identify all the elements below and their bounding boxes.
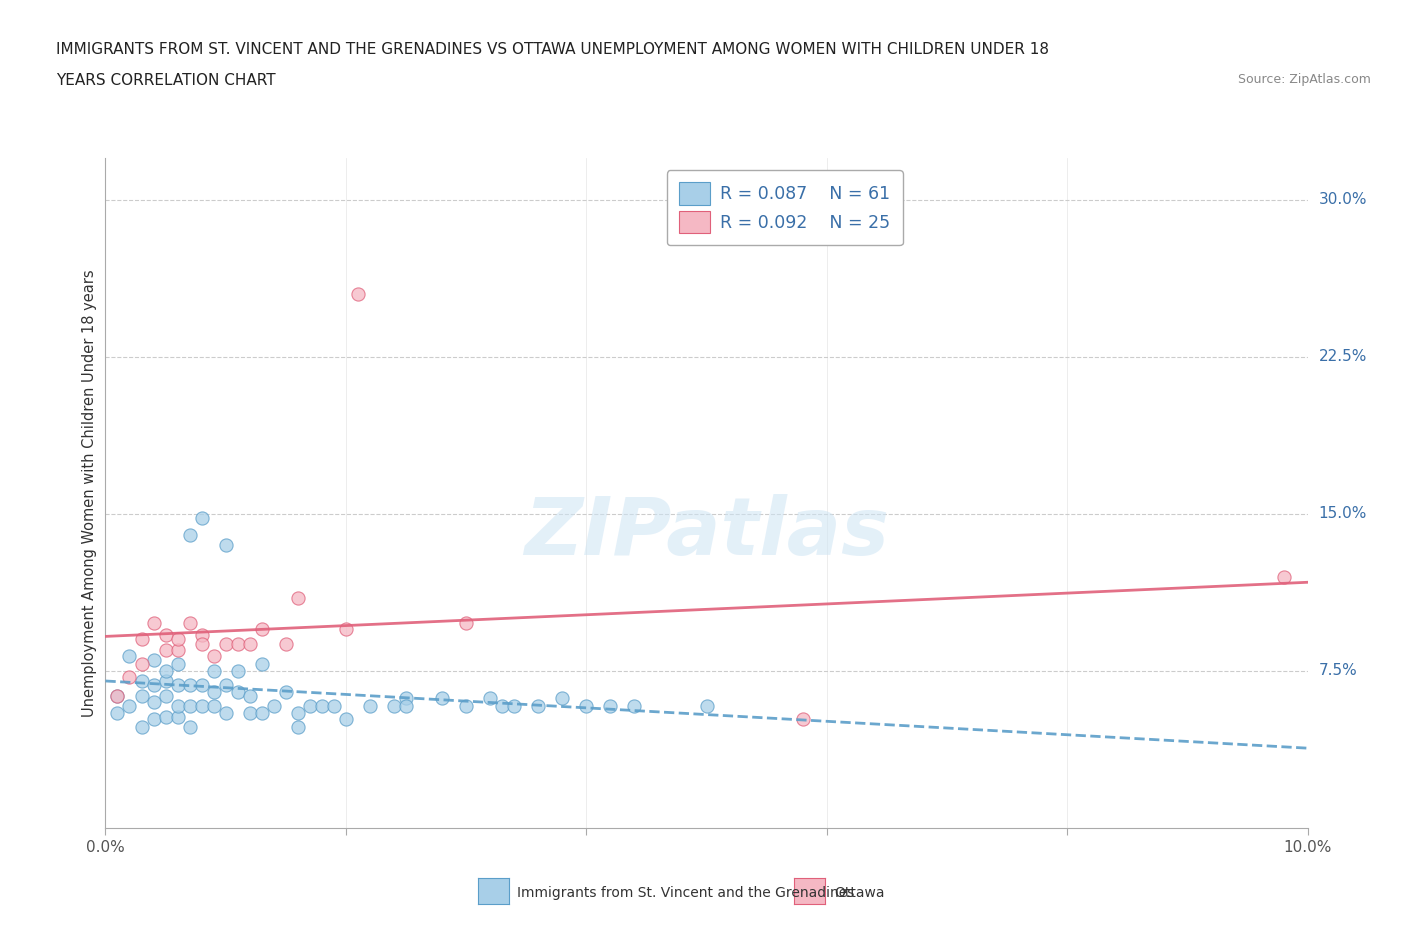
Point (226, 636, 249, 651)
Point (250, 657, 273, 671)
Point (131, 673, 153, 688)
Point (382, 699, 405, 714)
Point (214, 678, 236, 693)
Point (166, 710, 188, 724)
Point (239, 705, 262, 720)
Point (527, 699, 550, 714)
Text: IMMIGRANTS FROM ST. VINCENT AND THE GRENADINES VS OTTAWA UNEMPLOYMENT AMONG WOME: IMMIGRANTS FROM ST. VINCENT AND THE GREN… (56, 42, 1049, 57)
Point (190, 636, 212, 651)
Point (107, 688, 129, 703)
Y-axis label: Unemployment Among Women with Children Under 18 years: Unemployment Among Women with Children U… (82, 269, 97, 717)
Point (395, 699, 418, 714)
Point (696, 699, 718, 714)
Point (792, 711, 814, 726)
Point (179, 527, 201, 542)
Point (166, 657, 188, 671)
Text: 7.5%: 7.5% (1319, 663, 1357, 678)
Point (155, 663, 177, 678)
Point (155, 643, 177, 658)
Point (454, 616, 477, 631)
Legend: R = 0.087    N = 61, R = 0.092    N = 25: R = 0.087 N = 61, R = 0.092 N = 25 (666, 170, 903, 246)
Point (214, 538, 236, 552)
Point (142, 711, 165, 726)
Point (166, 678, 188, 693)
Point (575, 699, 598, 714)
Point (155, 710, 177, 724)
Point (322, 699, 344, 714)
Point (250, 621, 273, 636)
Point (287, 720, 309, 735)
Point (274, 636, 297, 651)
Point (118, 649, 141, 664)
Point (118, 699, 141, 714)
Point (347, 286, 370, 301)
Point (250, 705, 273, 720)
Text: 15.0%: 15.0% (1319, 506, 1367, 522)
Point (226, 684, 249, 699)
Point (202, 663, 225, 678)
Point (239, 688, 262, 703)
Point (107, 705, 129, 720)
Point (479, 690, 502, 706)
Point (335, 621, 357, 636)
Text: Immigrants from St. Vincent and the Grenadines: Immigrants from St. Vincent and the Gren… (517, 885, 855, 900)
Point (395, 690, 418, 706)
Point (599, 699, 621, 714)
Point (287, 705, 309, 720)
Text: 22.5%: 22.5% (1319, 350, 1367, 365)
Point (142, 616, 165, 631)
Point (202, 699, 225, 714)
Point (142, 653, 165, 668)
Point (287, 591, 309, 605)
Point (226, 663, 249, 678)
Point (623, 699, 645, 714)
Point (454, 699, 477, 714)
Point (263, 699, 285, 714)
Text: YEARS CORRELATION CHART: YEARS CORRELATION CHART (56, 73, 276, 87)
Point (430, 690, 453, 706)
Point (118, 670, 141, 684)
Point (179, 720, 201, 735)
Point (179, 699, 201, 714)
Point (155, 628, 177, 643)
Point (551, 690, 574, 706)
Point (202, 684, 225, 699)
Point (1272, 569, 1295, 584)
Point (166, 643, 188, 658)
Point (214, 705, 236, 720)
Point (503, 699, 526, 714)
Text: ZIPatlas: ZIPatlas (524, 494, 889, 572)
Point (131, 657, 153, 671)
Text: Ottawa: Ottawa (834, 885, 884, 900)
Point (214, 636, 236, 651)
Point (491, 699, 513, 714)
Point (179, 678, 201, 693)
Point (190, 678, 212, 693)
Point (155, 688, 177, 703)
Point (155, 673, 177, 688)
Point (131, 720, 153, 735)
Point (190, 699, 212, 714)
Point (190, 511, 212, 525)
Point (142, 695, 165, 710)
Text: Source: ZipAtlas.com: Source: ZipAtlas.com (1237, 73, 1371, 86)
Point (179, 616, 201, 631)
Point (202, 649, 225, 664)
Point (359, 699, 381, 714)
Point (166, 632, 188, 647)
Point (239, 636, 262, 651)
Point (142, 678, 165, 693)
Point (166, 699, 188, 714)
Point (311, 699, 333, 714)
Point (107, 688, 129, 703)
Text: 30.0%: 30.0% (1319, 193, 1367, 207)
Point (131, 632, 153, 647)
Point (131, 688, 153, 703)
Point (335, 711, 357, 726)
Point (274, 684, 297, 699)
Point (298, 699, 321, 714)
Point (190, 628, 212, 643)
